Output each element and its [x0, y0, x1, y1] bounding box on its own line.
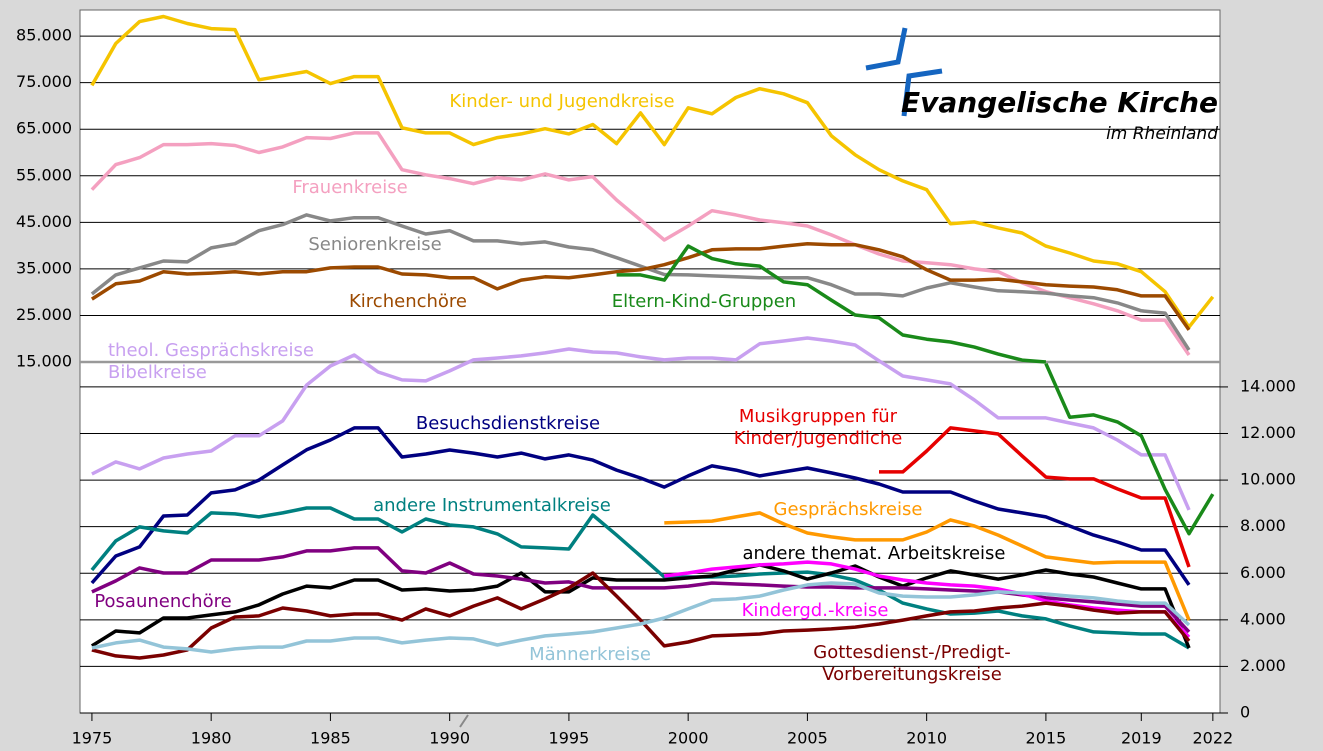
y2-tick-label: 8.000	[1240, 516, 1286, 535]
y2-tick-label: 2.000	[1240, 656, 1286, 675]
x-tick-label: 2019	[1121, 729, 1162, 748]
series-line	[90, 213, 1191, 351]
x-tick-label: 1995	[549, 729, 590, 748]
series-line	[1044, 362, 1215, 536]
y-tick-label: 55.000	[16, 165, 72, 184]
series-line	[90, 563, 1191, 649]
logo-cross	[901, 68, 943, 117]
series-label: Musikgruppen für Kinder/Jugendliche	[733, 406, 903, 449]
y-tick-label: 85.000	[16, 26, 72, 45]
series-label: Seniorenkreise	[308, 234, 442, 255]
series-line	[90, 14, 1215, 329]
y2-tick-label: 12.000	[1240, 423, 1296, 442]
series-label: Posaunenchöre	[94, 591, 232, 612]
series-label: Kirchenchöre	[349, 291, 467, 312]
series-label: Kindergd.-kreise	[741, 600, 889, 621]
series-line	[90, 506, 1190, 650]
y-tick-label: 15.000	[16, 352, 72, 371]
series-line	[91, 571, 1191, 660]
series-line	[90, 131, 1191, 356]
y-tick-label: 35.000	[16, 258, 72, 277]
series-line	[616, 244, 1047, 364]
logo-subtitle: im Rheinland	[1106, 124, 1218, 144]
x-tick-label: 1980	[191, 729, 232, 748]
y-tick-label: 75.000	[16, 72, 72, 91]
series-label: Männerkreise	[529, 644, 651, 665]
y-tick-label: 65.000	[16, 119, 72, 138]
series-label: andere themat. Arbeitskreise	[742, 543, 1006, 564]
series-line	[90, 241, 1191, 331]
y2-tick-label: 14.000	[1240, 376, 1296, 395]
series-line	[91, 581, 1191, 654]
x-tick-label: 1985	[310, 729, 351, 748]
axis-break	[459, 714, 469, 728]
logo-cross	[865, 27, 908, 71]
x-tick-label: 2022	[1192, 729, 1233, 748]
y-tick-label: 45.000	[16, 212, 72, 231]
x-tick-label: 2015	[1026, 729, 1067, 748]
series-line	[664, 511, 1191, 621]
y2-tick-label: 10.000	[1240, 470, 1296, 489]
x-tick-label: 2005	[787, 729, 828, 748]
x-tick-label: 1975	[72, 729, 113, 748]
series-label: Kinder- und Jugendkreise	[449, 91, 675, 112]
series-label: Besuchsdienstkreise	[415, 413, 601, 434]
x-tick-label: 2000	[668, 729, 709, 748]
series-label: Gesprächskreise	[773, 499, 923, 520]
series-label: Eltern-Kind-Gruppen	[611, 291, 797, 312]
series-line	[91, 336, 1191, 511]
series-line	[664, 560, 1191, 639]
y-tick-label: 25.000	[16, 305, 72, 324]
y2-tick-label: 0	[1240, 703, 1250, 722]
x-tick-label: 2010	[906, 729, 947, 748]
x-tick-label: 1990	[429, 729, 470, 748]
series-line	[879, 426, 1191, 568]
logo-title: Evangelische Kirche	[901, 86, 1218, 119]
series-label: andere Instrumentalkreise	[373, 495, 611, 516]
y2-tick-label: 4.000	[1240, 609, 1286, 628]
series-line	[90, 426, 1191, 586]
lines	[90, 14, 1215, 660]
y2-tick-label: 6.000	[1240, 563, 1286, 582]
series-label: Gottesdienst-/Predigt- Vorbereitungskrei…	[813, 642, 1011, 685]
series-label: theol. Gesprächskreise Bibelkreise	[108, 340, 314, 383]
series-label: Frauenkreise	[292, 177, 408, 198]
